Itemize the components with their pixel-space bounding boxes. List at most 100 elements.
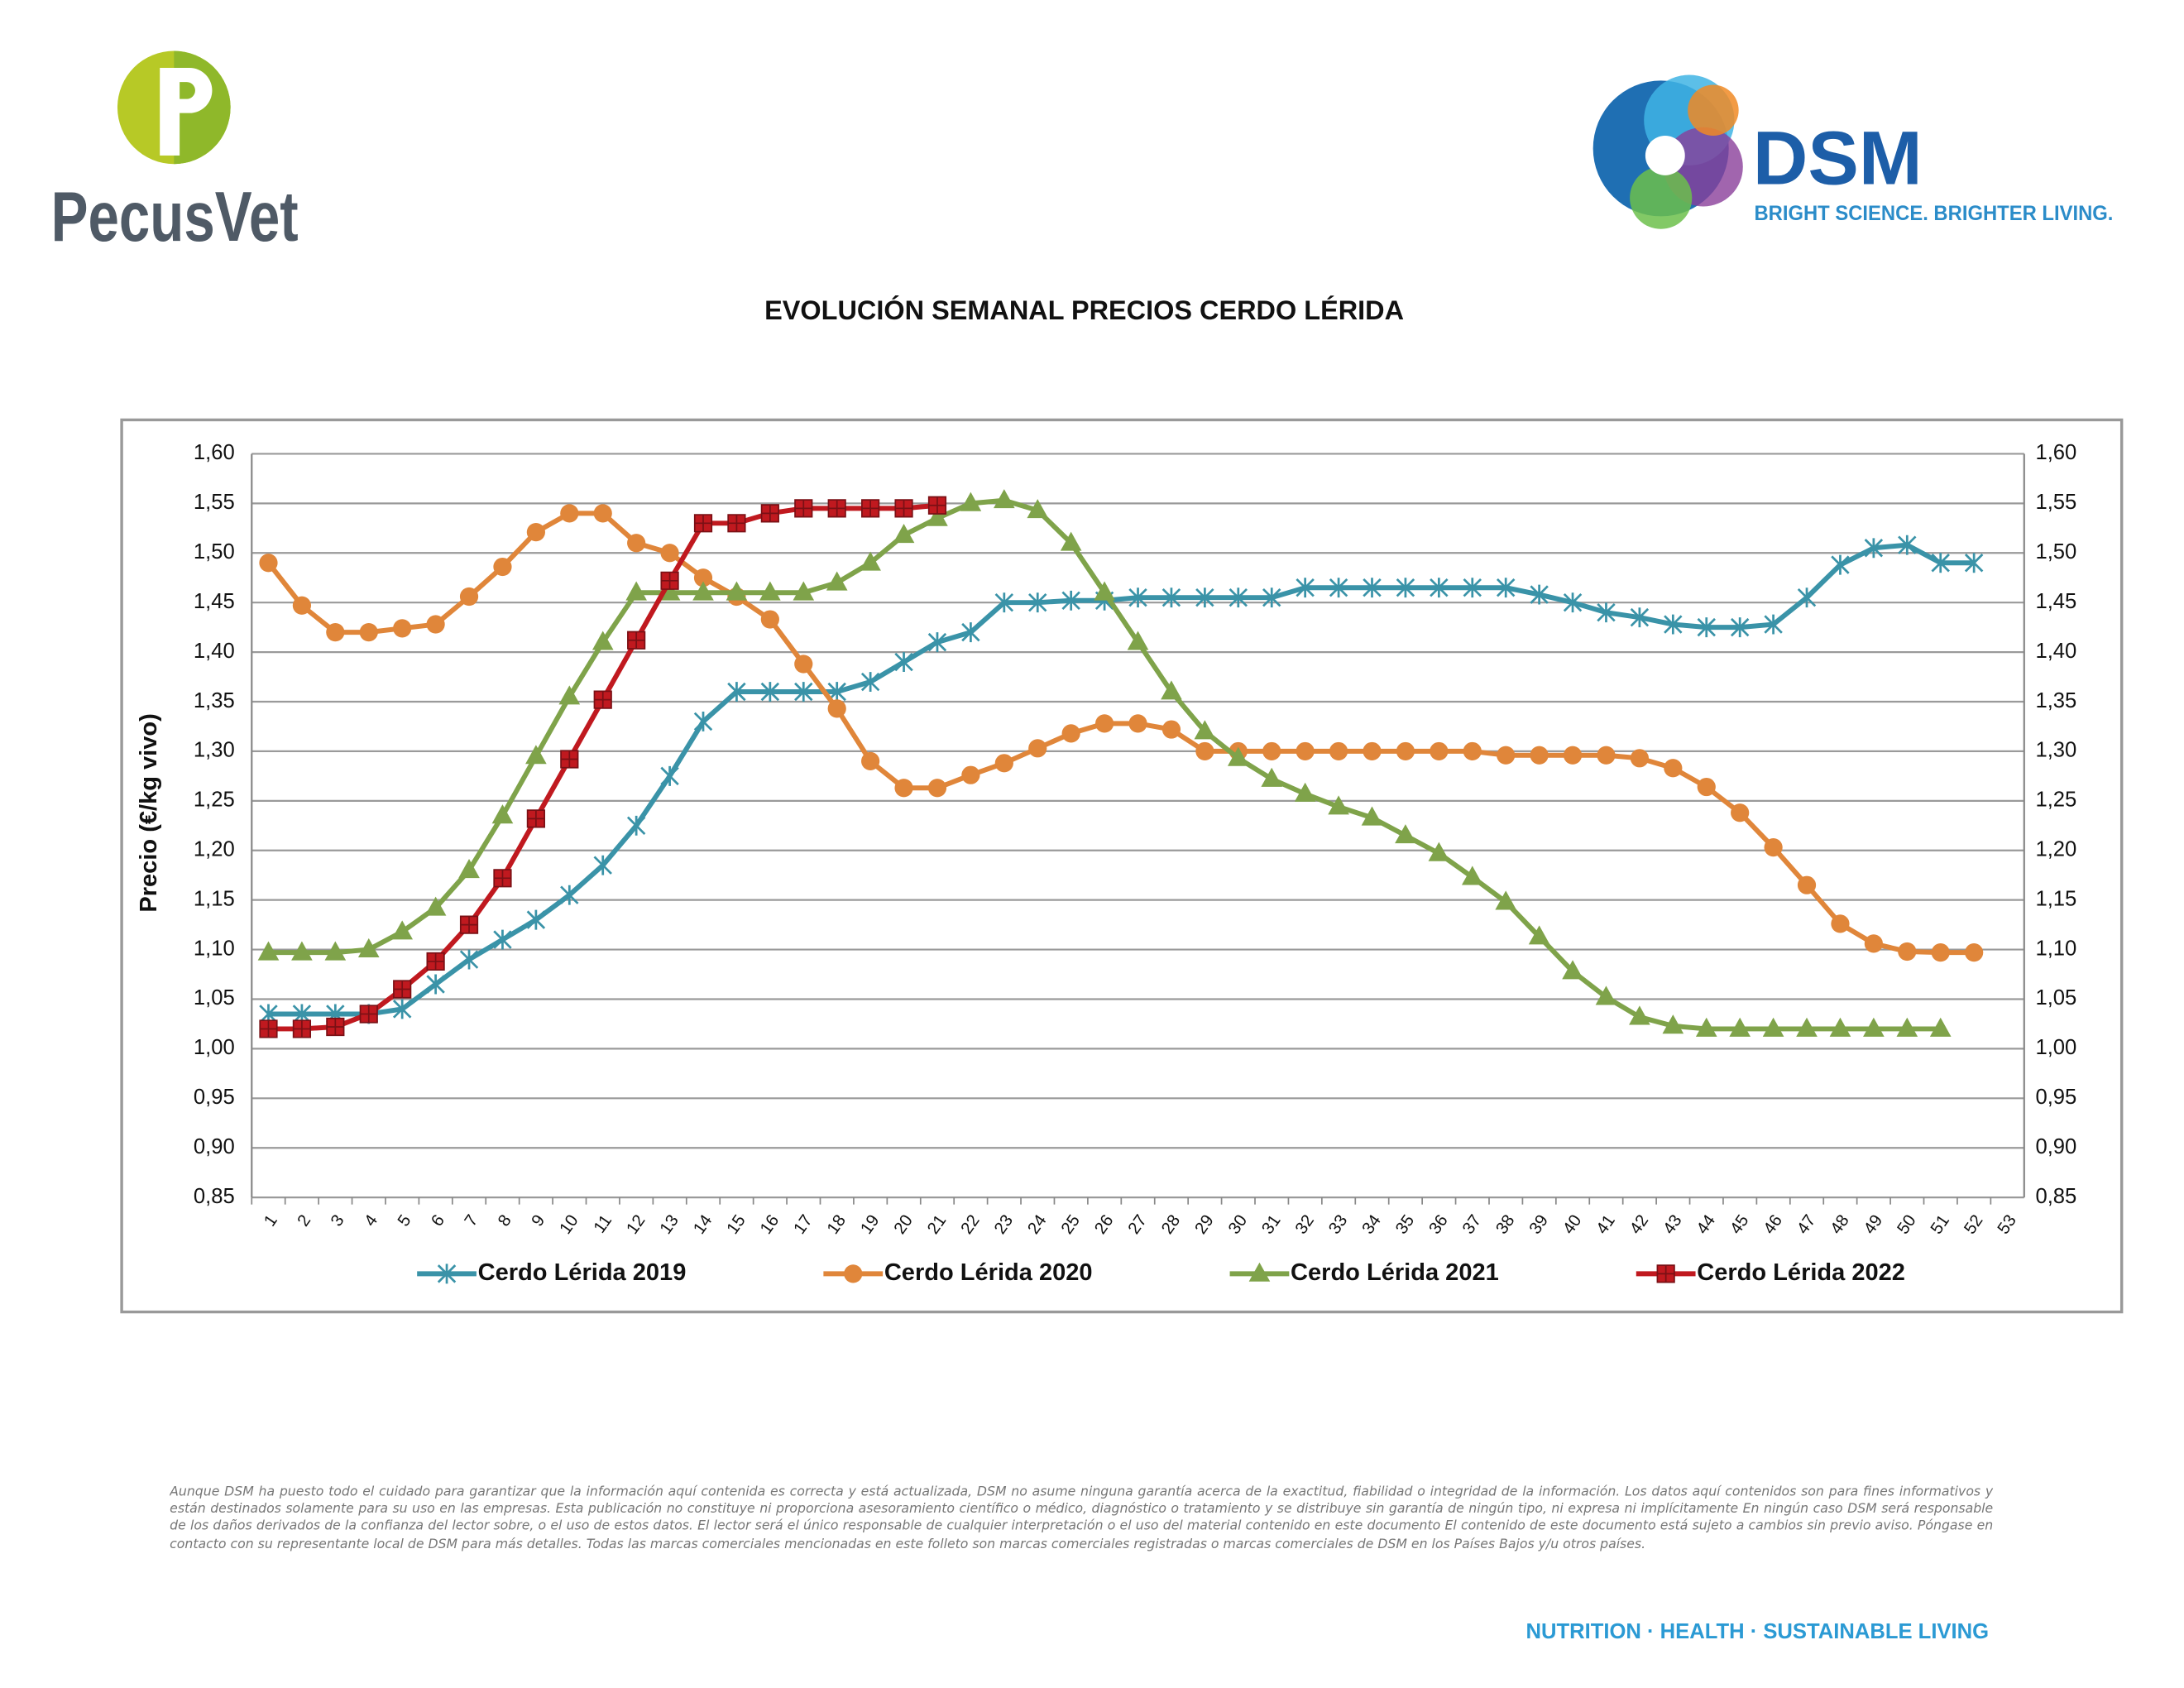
y2-tick-label: 0,90 [2035,1135,2076,1158]
marker [1697,617,1716,638]
marker [1697,777,1716,797]
marker [1061,590,1080,611]
y2-tick-label: 1,50 [2035,540,2076,563]
marker [1061,724,1080,743]
y2-tick-label: 0,85 [2035,1185,2076,1208]
marker [1161,680,1182,700]
pecusvet-logo [117,50,231,165]
marker [1495,890,1517,910]
marker [526,809,545,828]
marker [994,592,1014,613]
marker [560,885,579,905]
marker [1296,741,1315,761]
marker [726,581,748,601]
marker [894,499,913,518]
marker [525,745,547,765]
marker [326,623,345,642]
marker [994,754,1013,773]
marker [1662,1014,1684,1034]
marker [927,506,948,526]
marker [593,690,612,709]
marker [793,581,815,601]
marker [1261,767,1283,787]
marker [526,909,546,930]
y-tick-label: 1,40 [194,640,235,663]
y-tick-label: 0,95 [194,1086,235,1109]
dsm-logo [1592,74,1743,229]
y-tick-label: 1,45 [194,590,235,613]
y2-tick-label: 1,55 [2035,491,2076,514]
marker [1128,714,1147,733]
marker [927,496,947,515]
marker [1797,587,1817,608]
marker [1128,587,1147,608]
marker [1597,746,1616,765]
marker [693,568,713,587]
marker [526,522,545,542]
y-axis-label: Precio (€/kg vivo) [136,713,162,912]
marker [827,499,846,518]
marker [459,949,479,970]
marker [1395,824,1416,844]
marker [626,815,646,836]
marker [391,920,413,940]
y2-tick-label: 1,40 [2035,640,2076,663]
marker [593,504,612,523]
marker [727,514,746,533]
marker [257,941,280,961]
marker [1864,934,1883,953]
marker [1428,842,1450,861]
marker [1363,578,1382,598]
marker [1730,617,1750,638]
marker [560,750,579,769]
marker [1931,553,1950,573]
marker [426,974,445,995]
marker [794,655,813,674]
marker [1863,1017,1885,1037]
marker [860,551,881,571]
y-tick-label: 1,25 [194,789,235,812]
marker [324,941,347,961]
disclaimer: Aunque DSM ha puesto todo el cuidado par… [170,1484,1994,1552]
marker [1731,803,1750,822]
marker [1195,741,1214,761]
marker [1530,584,1549,605]
marker [1248,1262,1271,1282]
marker [1060,531,1082,551]
marker [1530,746,1549,765]
marker [1831,914,1850,933]
marker [1528,925,1550,945]
marker [291,941,313,961]
marker [660,571,679,590]
marker [1497,746,1516,765]
marker [1296,578,1315,598]
marker [1929,1017,1952,1037]
marker [1127,631,1149,650]
y-tick-label: 1,55 [194,491,235,514]
marker [259,554,278,573]
marker [1094,714,1114,733]
marker [493,557,512,577]
marker [426,615,445,634]
marker [627,534,646,553]
marker [1496,578,1516,598]
legend-label: Cerdo Lérida 2021 [1291,1259,1499,1286]
marker [1629,1005,1650,1025]
marker [1898,942,1917,961]
marker [1729,1017,1751,1037]
series-line [268,542,1975,1017]
marker [759,581,781,601]
marker [1329,741,1348,761]
series-line [266,511,1975,956]
marker [692,581,714,601]
marker [1796,1017,1818,1037]
marker [660,765,679,786]
marker [1656,1264,1675,1283]
marker [1463,741,1482,761]
y-tick-label: 1,20 [194,838,235,861]
marker [893,524,915,544]
tagline: BRIGHT SCIENCE. BRIGHTER LIVING. [1754,203,2113,225]
marker [960,492,982,511]
marker [560,504,579,523]
marker [794,682,813,702]
